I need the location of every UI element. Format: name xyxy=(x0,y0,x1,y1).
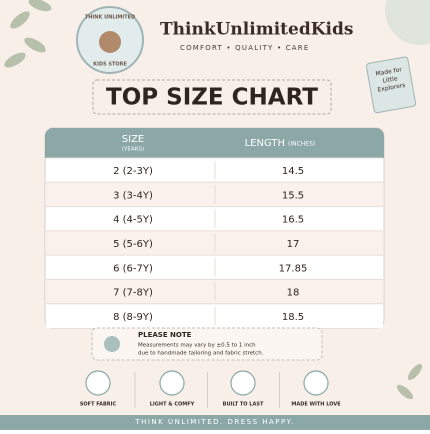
cell: 3 (3-4Y) xyxy=(113,190,153,201)
cell: 2 (2-3Y) xyxy=(113,166,153,177)
badge-text: Explorers xyxy=(377,82,406,94)
cell: 7 (7-8Y) xyxy=(113,288,153,299)
badge-text: Little xyxy=(382,75,398,85)
cell: 18 xyxy=(287,288,300,299)
logo-text: THINK UNLIMITED xyxy=(85,15,135,21)
table-header xyxy=(45,128,384,158)
cell: 8 (8-9Y) xyxy=(113,312,153,323)
cell: 15.5 xyxy=(282,190,304,201)
leaves xyxy=(4,0,423,400)
feature-icon xyxy=(230,370,256,396)
feature-icon xyxy=(85,370,111,396)
logo-bear xyxy=(99,31,121,53)
note-text: Measurements may vary by ±0.5 to 1 inch xyxy=(138,343,256,349)
table-body: 2 (2-3Y) 14.5 3 (3-4Y) 15.5 4 (4-5Y) 16.5 5 (5… xyxy=(46,157,383,328)
title-frame xyxy=(92,79,332,115)
column-label: LENGTH xyxy=(245,138,285,149)
feature-icon xyxy=(303,370,329,396)
badge-text: Made for xyxy=(375,66,403,78)
blob xyxy=(385,0,430,45)
footer xyxy=(0,415,430,430)
badge: Made for Little Explorers xyxy=(365,56,417,114)
features: SOFT FABRIC LIGHT & COMFY BUILT TO LAST MAD… xyxy=(80,370,341,408)
cell: 17 xyxy=(287,239,300,250)
cell: 18.5 xyxy=(282,312,304,323)
column-sublabel: (INCHES) xyxy=(288,141,315,148)
feature-label: MADE WITH LOVE xyxy=(291,402,341,408)
brand: ThinkUnlimitedKids xyxy=(160,20,353,40)
cell: 5 (5-6Y) xyxy=(113,239,153,250)
cell: 14.5 xyxy=(282,166,304,177)
feature-icon xyxy=(159,370,185,396)
cell: 17.85 xyxy=(279,263,308,274)
tagline: COMFORT • QUALITY • CARE xyxy=(180,44,309,52)
column-sublabel: (YEARS) xyxy=(122,147,144,153)
feature-label: LIGHT & COMFY xyxy=(150,402,195,408)
feature-label: SOFT FABRIC xyxy=(80,402,117,408)
note-title: PLEASE NOTE xyxy=(138,331,192,339)
note-text: due to handmade tailoring and fabric str… xyxy=(138,351,264,357)
tape-icon xyxy=(104,336,120,352)
footer-text: THINK UNLIMITED. DRESS HAPPY. xyxy=(134,418,294,426)
note-box xyxy=(91,327,323,361)
cell: 6 (6-7Y) xyxy=(113,263,153,274)
column-label: SIZE xyxy=(122,134,144,145)
title: TOP SIZE CHART xyxy=(106,85,318,111)
logo-text: KIDS STORE xyxy=(93,62,127,68)
cell: 4 (4-5Y) xyxy=(113,215,153,226)
cell: 16.5 xyxy=(282,215,304,226)
feature-label: BUILT TO LAST xyxy=(223,402,264,408)
